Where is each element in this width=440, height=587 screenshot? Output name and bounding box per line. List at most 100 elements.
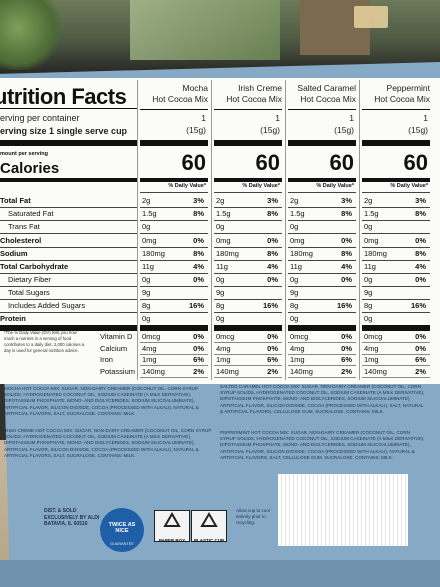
product-name-line2: Hot Cocoa Mix [374, 94, 430, 104]
nutrient-dv: 0% [341, 275, 352, 284]
nutrient-dv: 8% [193, 249, 204, 258]
nutrient-dv: 0% [267, 275, 278, 284]
nutrient-amount: 180mg [216, 249, 239, 258]
nutrient-label: Trans Fat [8, 222, 40, 231]
dv-header: % Daily Value* [390, 183, 428, 189]
dv-rule [362, 192, 430, 193]
vitamin-dv: 0% [341, 344, 352, 353]
product-name-line1: Mocha [182, 83, 208, 93]
dv-rule [214, 192, 282, 193]
nutrient-amount: 0g [142, 222, 151, 231]
nutrient-dv: 0% [193, 236, 204, 245]
row-rule [362, 354, 430, 355]
row-rule [0, 260, 138, 261]
row-rule [0, 220, 138, 221]
row-rule [288, 260, 356, 261]
serving-size-value: (15g) [334, 125, 354, 135]
calories-rule [0, 178, 138, 182]
column-divider [359, 80, 360, 380]
nutrient-amount: 180mg [290, 249, 313, 258]
nutrient-amount: 0g [142, 314, 151, 323]
row-rule [362, 286, 430, 287]
nutrient-amount: 1.5g [142, 209, 157, 218]
row-rule [288, 220, 356, 221]
vitamin-amount: 140mg [142, 367, 165, 376]
nutrient-label: Sodium [0, 249, 28, 258]
column-divider [137, 80, 138, 380]
row-rule [214, 286, 282, 287]
vitamin-dv: 0% [267, 332, 278, 341]
nutrient-dv: 0% [267, 236, 278, 245]
vitamin-amount: 1mg [290, 355, 305, 364]
row-rule [288, 286, 356, 287]
nutrient-dv: 4% [415, 262, 426, 271]
row-rule [140, 233, 208, 234]
nutrient-amount: 0g [290, 275, 299, 284]
nutrient-dv: 0% [193, 275, 204, 284]
box-bottom-edge [0, 560, 440, 587]
row-rule [140, 377, 208, 378]
nutrient-amount: 2g [142, 196, 151, 205]
row-rule [362, 207, 430, 208]
nutrient-label: Dietary Fiber [8, 275, 51, 284]
row-rule [288, 207, 356, 208]
header-rule [214, 109, 282, 110]
row-rule [288, 365, 356, 366]
nutrient-dv: 0% [341, 236, 352, 245]
row-rule [140, 312, 208, 313]
recycle-plastic-symbol: PLASTIC CUP [191, 510, 227, 543]
row-rule [288, 299, 356, 300]
row-rule [140, 286, 208, 287]
nutrient-amount: 0g [216, 314, 225, 323]
nutrient-dv: 3% [267, 196, 278, 205]
product-name-line2: Hot Cocoa Mix [226, 94, 282, 104]
vitamin-amount: 0mcg [364, 332, 383, 341]
serving-thick-rule [288, 140, 356, 146]
nutrient-dv: 3% [193, 196, 204, 205]
title-rule [0, 108, 138, 109]
recycle-paper-symbol: PAPER BOX [154, 510, 190, 543]
nutrient-amount: 11g [216, 262, 228, 271]
nutrient-amount: 0g [364, 222, 373, 231]
nutrient-dv: 8% [193, 209, 204, 218]
row-rule [140, 299, 208, 300]
nutrient-label: Total Fat [0, 196, 31, 205]
dv-footnote: *The % Daily Value (DV) tells you how mu… [4, 330, 85, 353]
vitamin-label: Calcium [100, 344, 128, 353]
product-name-line2: Hot Cocoa Mix [300, 94, 356, 104]
vitamin-dv: 0% [193, 344, 204, 353]
row-rule [362, 377, 430, 378]
vitamin-amount: 1mg [364, 355, 379, 364]
nutrient-amount: 0mg [142, 236, 157, 245]
column-divider [211, 80, 212, 380]
nutrient-amount: 0g [290, 314, 299, 323]
nutrient-dv: 16% [188, 301, 204, 310]
nutrient-dv: 8% [415, 209, 426, 218]
vitamin-dv: 6% [193, 355, 204, 364]
row-rule [288, 354, 356, 355]
nutrient-amount: 8g [290, 301, 299, 310]
row-rule [362, 312, 430, 313]
row-rule [0, 286, 138, 287]
product-name-line1: Salted Caramel [297, 83, 356, 93]
vitamin-dv: 2% [341, 367, 352, 376]
vitamin-amount: 0mcg [290, 332, 309, 341]
vitamin-dv: 0% [193, 332, 204, 341]
vitamin-amount: 4mg [364, 344, 379, 353]
row-rule [0, 299, 138, 300]
vitamin-amount: 0mcg [142, 332, 161, 341]
nutrient-amount: 0g [290, 222, 299, 231]
vitamins-thick-rule [288, 325, 356, 331]
row-rule [362, 220, 430, 221]
nutrient-amount: 9g [216, 288, 225, 297]
nutrient-label: Total Carbohydrate [0, 262, 69, 271]
vitamins-thick-rule [0, 325, 138, 331]
vitamin-dv: 6% [341, 355, 352, 364]
nutrition-facts-title: utrition Facts [0, 84, 127, 109]
vitamin-dv: 6% [415, 355, 426, 364]
row-rule [362, 273, 430, 274]
vitamin-dv: 0% [415, 344, 426, 353]
calories-label: Calories [0, 160, 60, 177]
row-rule [214, 377, 282, 378]
vitamin-amount: 140mg [364, 367, 387, 376]
